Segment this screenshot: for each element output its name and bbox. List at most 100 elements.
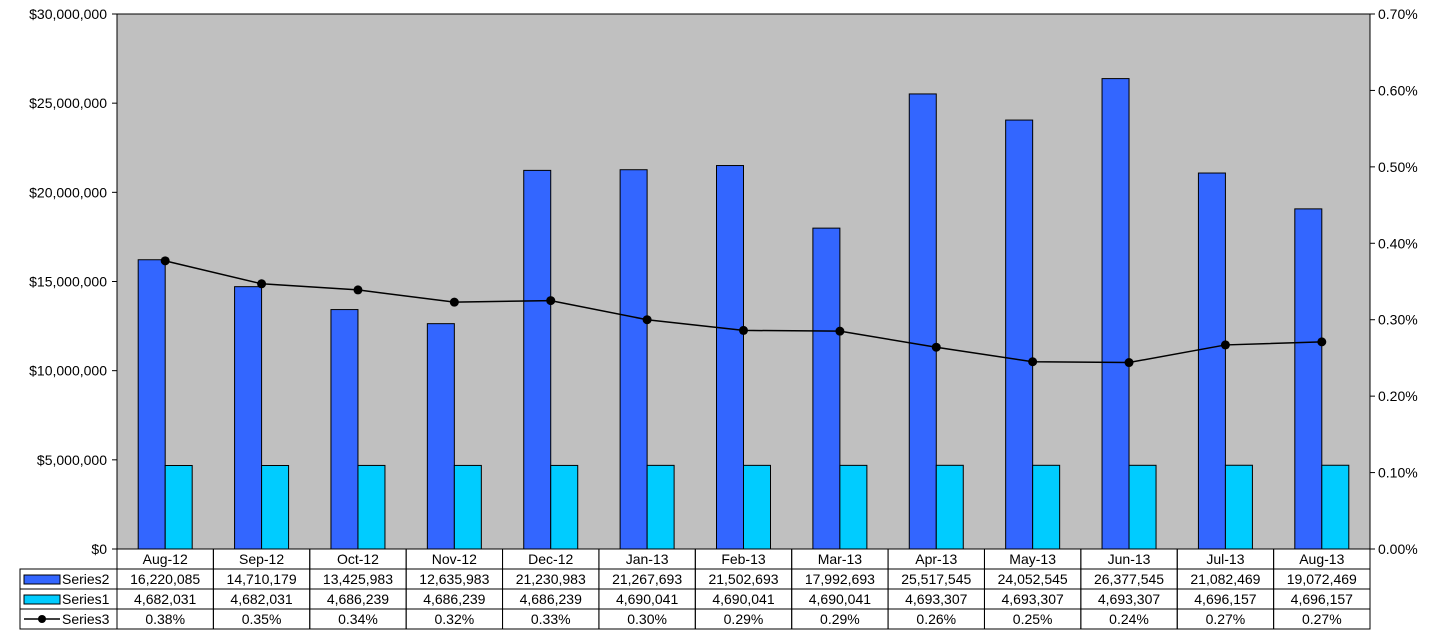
data-label-series1: 4,686,239 <box>520 591 582 607</box>
data-label-series2: 14,710,179 <box>227 571 297 587</box>
bar-series2-aug-12 <box>137 259 166 550</box>
data-label-series1: 4,690,041 <box>616 591 678 607</box>
data-label-series1: 4,693,307 <box>1098 591 1160 607</box>
bar-series2-apr-13 <box>908 93 937 550</box>
x-category-label: Jun-13 <box>1108 551 1151 567</box>
bar-series2-dec-12 <box>523 169 552 550</box>
y-right-tick-label: 0.40% <box>1378 235 1418 251</box>
data-label-series1: 4,690,041 <box>712 591 774 607</box>
y-left-tick-label: $20,000,000 <box>29 184 107 200</box>
data-label-series1: 4,682,031 <box>134 591 196 607</box>
y-left-tick-label: $30,000,000 <box>29 6 107 22</box>
y-right-tick-label: 0.10% <box>1378 465 1418 481</box>
data-label-series2: 24,052,545 <box>998 571 1068 587</box>
bar-series1-mar-13 <box>839 464 868 550</box>
y-left-tick-label: $10,000,000 <box>29 363 107 379</box>
y-right-tick-label: 0.30% <box>1378 312 1418 328</box>
data-label-series1: 4,693,307 <box>905 591 967 607</box>
bar-series2-feb-13 <box>716 165 744 550</box>
data-label-series1: 4,686,239 <box>423 591 485 607</box>
data-label-series3: 0.38% <box>145 611 185 627</box>
data-label-series2: 21,502,693 <box>708 571 778 587</box>
bar-series1-nov-12 <box>453 464 482 550</box>
bar-series1-dec-12 <box>550 464 579 550</box>
bar-series2-jul-13 <box>1197 172 1226 550</box>
data-label-series2: 26,377,545 <box>1094 571 1164 587</box>
data-label-series1: 4,686,239 <box>327 591 389 607</box>
y-right-tick-label: 0.70% <box>1378 6 1418 22</box>
bar-series2-may-13 <box>1005 119 1034 550</box>
point-series3-may-13 <box>1028 357 1038 367</box>
table-cell <box>1273 608 1371 630</box>
bar-series1-may-13 <box>1032 464 1061 550</box>
bar-series2-jan-13 <box>619 169 648 550</box>
data-label-series3: 0.29% <box>724 611 764 627</box>
data-label-series2: 19,072,469 <box>1287 571 1357 587</box>
x-category-label: Jan-13 <box>626 551 669 567</box>
bar-series1-aug-12 <box>164 465 193 550</box>
data-label-series3: 0.25% <box>1013 611 1053 627</box>
x-category-label: Jul-13 <box>1206 551 1244 567</box>
data-label-series2: 21,267,693 <box>612 571 682 587</box>
legend-swatch-series2 <box>23 574 61 585</box>
legend-label-series2: Series2 <box>62 571 110 587</box>
y-left-tick-label: $25,000,000 <box>29 95 107 111</box>
y-right-tick-label: 0.00% <box>1378 541 1418 557</box>
data-label-series3: 0.30% <box>627 611 667 627</box>
x-category-label: Dec-12 <box>528 551 573 567</box>
bar-series2-oct-12 <box>330 309 359 550</box>
data-label-series3: 0.29% <box>820 611 860 627</box>
y-left-tick-label: $5,000,000 <box>37 452 107 468</box>
data-label-series3: 0.27% <box>1302 611 1342 627</box>
bar-series1-aug-13 <box>1321 464 1350 550</box>
y-right-tick-label: 0.50% <box>1378 159 1418 175</box>
data-label-series3: 0.32% <box>434 611 474 627</box>
point-series3-jan-13 <box>642 315 652 325</box>
data-label-series2: 21,230,983 <box>516 571 586 587</box>
data-label-series2: 21,082,469 <box>1190 571 1260 587</box>
point-series3-jun-13 <box>1124 358 1134 368</box>
point-series3-aug-12 <box>160 256 170 266</box>
bar-series1-jan-13 <box>646 464 675 550</box>
x-category-label: Nov-12 <box>432 551 477 567</box>
point-series3-aug-13 <box>1317 337 1327 347</box>
y-left-tick-label: $15,000,000 <box>29 274 107 290</box>
data-label-series2: 17,992,693 <box>805 571 875 587</box>
point-series3-mar-13 <box>835 326 845 336</box>
point-series3-sep-12 <box>257 279 267 289</box>
data-label-series1: 4,682,031 <box>230 591 292 607</box>
bar-series1-apr-13 <box>935 464 964 550</box>
data-label-series1: 4,696,157 <box>1194 591 1256 607</box>
bar-series1-oct-12 <box>357 464 386 550</box>
bar-series1-feb-13 <box>743 464 771 550</box>
point-series3-feb-13 <box>739 325 748 335</box>
bar-series2-nov-12 <box>426 323 455 550</box>
x-category-label: Aug-13 <box>1299 551 1344 567</box>
bar-series1-jun-13 <box>1128 464 1157 550</box>
legend-label-series3: Series3 <box>62 611 110 627</box>
x-category-label: Apr-13 <box>915 551 957 567</box>
y-right-tick-label: 0.20% <box>1378 388 1418 404</box>
point-series3-jul-13 <box>1220 340 1230 350</box>
legend-marker-series3 <box>38 615 46 623</box>
data-label-series3: 0.24% <box>1109 611 1149 627</box>
bar-series1-jul-13 <box>1224 464 1253 550</box>
data-label-series2: 12,635,983 <box>419 571 489 587</box>
x-category-label: Oct-12 <box>337 551 379 567</box>
data-label-series3: 0.27% <box>1206 611 1246 627</box>
bar-series2-mar-13 <box>812 227 841 550</box>
data-label-series3: 0.26% <box>916 611 956 627</box>
x-category-label: Feb-13 <box>721 551 766 567</box>
data-label-series3: 0.35% <box>242 611 282 627</box>
x-category-label: Aug-12 <box>143 551 188 567</box>
x-category-label: Mar-13 <box>818 551 863 567</box>
x-category-label: Sep-12 <box>239 551 284 567</box>
data-label-series1: 4,696,157 <box>1291 591 1353 607</box>
bar-series2-sep-12 <box>234 286 263 550</box>
data-label-series2: 16,220,085 <box>130 571 200 587</box>
legend-label-series1: Series1 <box>62 591 110 607</box>
point-series3-dec-12 <box>546 296 556 306</box>
bar-series2-aug-13 <box>1294 208 1323 550</box>
point-series3-oct-12 <box>353 285 363 295</box>
